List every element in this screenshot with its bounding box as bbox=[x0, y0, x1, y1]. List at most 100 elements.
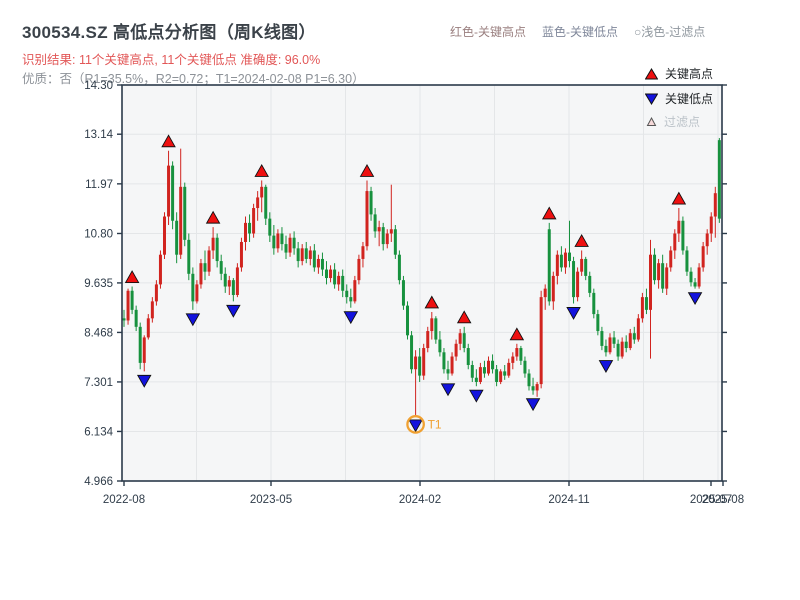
candle-body bbox=[644, 297, 648, 310]
candle-body bbox=[604, 345, 608, 353]
candle-body bbox=[150, 301, 154, 319]
candle-body bbox=[628, 333, 632, 349]
candle-body bbox=[430, 318, 434, 332]
candle-body bbox=[158, 254, 162, 285]
y-tick-label: 8.468 bbox=[84, 327, 113, 339]
top-legend-key-high-label: 红色-关键高点 bbox=[450, 25, 526, 39]
candle-body bbox=[227, 280, 231, 287]
candle-body bbox=[474, 377, 478, 382]
candle-body bbox=[495, 369, 499, 382]
candle-body bbox=[685, 250, 689, 272]
chart-legend-item-filter: 过滤点 bbox=[646, 113, 700, 130]
candle-body bbox=[223, 273, 227, 287]
candle-body bbox=[235, 267, 239, 296]
quality-line: 优质：否（R1=35.5%，R2=0.72；T1=2024-02-08 P1=6… bbox=[22, 72, 365, 86]
candle-body bbox=[499, 371, 503, 382]
x-tick-label: 2025-08 bbox=[702, 494, 744, 506]
candle-body bbox=[681, 220, 685, 251]
candle-body bbox=[559, 254, 563, 268]
candle-body bbox=[523, 360, 527, 374]
candle-body bbox=[551, 275, 555, 302]
t1-circle-marker bbox=[406, 415, 425, 434]
candle-body bbox=[418, 356, 422, 376]
candle-body bbox=[438, 339, 442, 353]
candle-body bbox=[636, 318, 640, 340]
candle-body bbox=[163, 216, 166, 255]
y-tick-label: 10.80 bbox=[84, 228, 113, 240]
triangle-up-red-icon bbox=[645, 67, 658, 79]
candle-body bbox=[146, 318, 150, 338]
candle-body bbox=[195, 284, 199, 302]
candle-body bbox=[640, 297, 644, 319]
candle-body bbox=[434, 318, 438, 340]
y-tick-label: 4.966 bbox=[84, 476, 113, 488]
key-low-marker bbox=[687, 292, 703, 306]
key-low-marker bbox=[598, 360, 614, 373]
candle-body bbox=[393, 229, 397, 255]
candle-body bbox=[154, 284, 158, 302]
candle-body bbox=[450, 356, 454, 374]
x-tick-label: 2024-11 bbox=[548, 494, 589, 506]
candle-body bbox=[576, 271, 580, 298]
candle-body bbox=[689, 271, 693, 283]
key-low-marker bbox=[185, 313, 201, 327]
candle-body bbox=[365, 191, 369, 247]
candle-body bbox=[207, 250, 211, 272]
triangle-down-blue-icon bbox=[645, 93, 658, 105]
key-low-marker bbox=[566, 307, 581, 320]
chart-legend-item-key-low: 关键低点 bbox=[645, 90, 713, 107]
chart-legend-key-high-label: 关键高点 bbox=[665, 67, 714, 81]
candle-body bbox=[268, 218, 272, 236]
candle-body bbox=[511, 356, 515, 363]
candle-body bbox=[705, 233, 709, 247]
key-low-marker bbox=[440, 383, 456, 397]
candle-body bbox=[600, 331, 604, 346]
candle-body bbox=[142, 337, 146, 363]
candle-body bbox=[580, 258, 584, 272]
candle-body bbox=[701, 246, 705, 268]
candle-body bbox=[179, 186, 183, 255]
candle-body bbox=[187, 239, 191, 274]
chart-legend-item-key-high: 关键高点 bbox=[645, 65, 713, 82]
key-low-marker bbox=[525, 398, 541, 412]
candle-body bbox=[466, 348, 470, 366]
candle-body bbox=[345, 290, 349, 298]
candle-body bbox=[406, 305, 409, 336]
candle-body bbox=[248, 222, 252, 234]
candle-body bbox=[231, 280, 235, 296]
candle-body bbox=[256, 197, 260, 209]
candle-body bbox=[134, 309, 138, 327]
key-high-marker bbox=[205, 210, 221, 224]
candle-body bbox=[632, 333, 636, 340]
candle-body bbox=[122, 318, 126, 321]
candle-body bbox=[653, 254, 657, 281]
candle-body bbox=[446, 369, 450, 374]
y-tick-label: 11.97 bbox=[85, 179, 113, 191]
candle-body bbox=[709, 216, 713, 234]
y-tick-label: 6.134 bbox=[84, 426, 113, 438]
top-legend-key-low-label: 蓝色-关键低点 bbox=[542, 25, 618, 39]
candle-body bbox=[308, 250, 312, 259]
candle-body bbox=[649, 254, 652, 310]
candle-body bbox=[260, 186, 264, 198]
candle-body bbox=[325, 269, 328, 279]
key-high-marker bbox=[424, 295, 440, 309]
candle-body bbox=[320, 258, 324, 270]
candle-body bbox=[693, 282, 697, 287]
key-low-marker bbox=[469, 389, 484, 403]
candle-body bbox=[717, 140, 721, 219]
candle-body bbox=[138, 326, 142, 363]
candle-body bbox=[401, 280, 405, 306]
candle-body bbox=[588, 275, 592, 293]
candle-body bbox=[329, 269, 333, 279]
candle-body bbox=[535, 384, 539, 391]
candle-body bbox=[337, 275, 341, 285]
candle-body bbox=[616, 343, 620, 357]
candle-body bbox=[713, 193, 717, 217]
candle-body bbox=[410, 335, 414, 370]
chart-legend-filter-label: 过滤点 bbox=[664, 115, 701, 129]
y-tick-label: 14.30 bbox=[84, 80, 113, 92]
candle-body bbox=[300, 248, 304, 262]
key-high-marker bbox=[456, 310, 472, 324]
